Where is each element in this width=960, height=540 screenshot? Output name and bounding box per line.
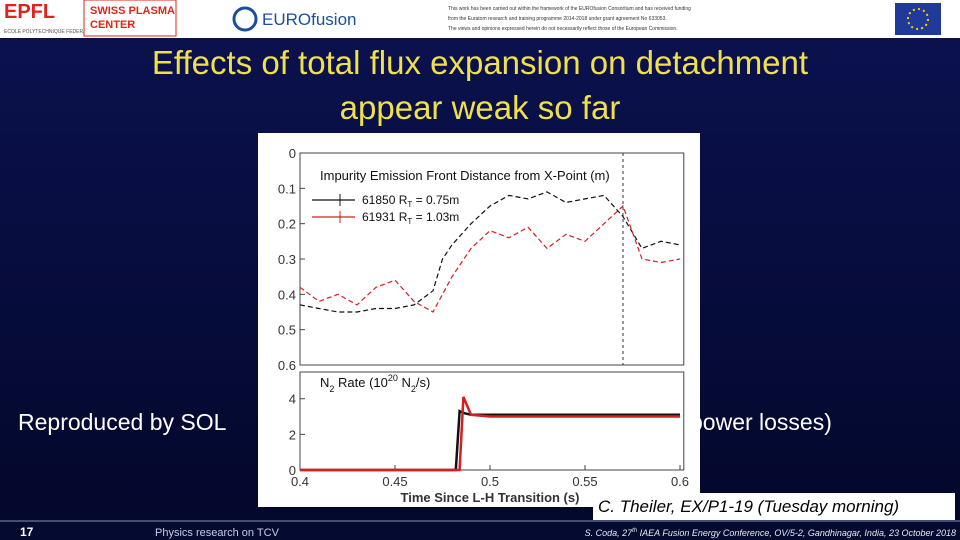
slide-title: appear weak so far (340, 89, 621, 126)
footer-text: Physics research on TCV (155, 527, 280, 539)
legend-label-part: T (407, 217, 412, 226)
body-text: power losses) (690, 409, 832, 435)
citation-part: IAEA Fusion Energy Conference, OV/5-2, G… (637, 528, 956, 538)
x-tick-label: 0.6 (671, 474, 689, 489)
series-line (299, 204, 681, 313)
eu-stars (907, 8, 929, 30)
legend-label-part: = 0.75m (412, 193, 459, 207)
title-part: N (320, 375, 329, 390)
disclaimer: This work has been carried out within th… (448, 6, 691, 12)
legend-label-part: 61850 R (362, 193, 408, 207)
y-tick-label: 0.5 (278, 323, 296, 338)
y-tick-label: 0.3 (278, 252, 296, 267)
legend-label-part: T (407, 200, 412, 209)
body-text: Reproduced by SOL (18, 409, 227, 435)
eu-flag (895, 3, 941, 35)
x-tick-label: 0.45 (382, 474, 407, 489)
logo-spc: SWISS PLASMA (90, 5, 175, 17)
title-part: /s) (416, 375, 430, 390)
y-tick-label: 2 (289, 427, 296, 442)
disclaimer: The views and opinions expressed herein … (448, 26, 678, 32)
panel-title: N2 Rate (1020 N2/s) (320, 373, 430, 394)
y-tick-label: 4 (289, 392, 296, 407)
figure: Impurity Emission Front Distance from X-… (258, 133, 700, 507)
page-number: 17 (20, 525, 34, 539)
x-axis-label: Time Since L-H Transition (s) (401, 490, 580, 505)
y-tick-label: 0.4 (278, 287, 296, 302)
x-tick-label: 0.5 (481, 474, 499, 489)
logo-epfl-sub: ECOLE POLYTECHNIQUE FEDERALE DE LAUSANNE (4, 29, 130, 35)
y-tick-label: 0 (289, 463, 296, 478)
y-tick-label: 0.2 (278, 217, 296, 232)
legend-label: 61931 RT = 1.03m (362, 210, 459, 226)
disclaimer: from the Euratom research and training p… (448, 16, 667, 22)
y-tick-label: 0.6 (278, 358, 296, 373)
citation: S. Coda, 27th IAEA Fusion Energy Confere… (585, 528, 956, 538)
y-tick-label: 0.1 (278, 181, 296, 196)
legend-label-part: 61931 R (362, 210, 408, 224)
logo-epfl: EPFL (4, 1, 55, 23)
logo-eurofusion: EUROfusion (262, 10, 356, 29)
title-part: N (398, 375, 411, 390)
panel-title: Impurity Emission Front Distance from X-… (320, 168, 610, 183)
footer-bar (0, 521, 960, 540)
logo-eurofusion-icon (232, 6, 258, 32)
figure-bg (258, 133, 700, 507)
series-line (300, 396, 680, 472)
plot-frame (299, 371, 685, 471)
caption-box (593, 493, 955, 520)
title-part: 20 (388, 373, 398, 383)
legend-label: 61850 RT = 0.75m (362, 193, 459, 209)
caption: C. Theiler, EX/P1-19 (Tuesday morning) (598, 497, 899, 516)
legend-label-part: = 1.03m (412, 210, 459, 224)
citation-part: th (632, 528, 638, 534)
series-line (299, 191, 681, 313)
logo-spc-box (83, 0, 177, 37)
title-part: 2 (411, 384, 416, 394)
x-tick-label: 0.55 (572, 474, 597, 489)
x-tick-label: 0.4 (291, 474, 309, 489)
slide-title: Effects of total flux expansion on detac… (152, 44, 808, 81)
logo-spc: CENTER (90, 19, 135, 31)
title-part: 2 (329, 384, 334, 394)
citation-part: S. Coda, 27 (585, 528, 634, 538)
y-tick-label: 0 (289, 146, 296, 161)
title-part: Rate (10 (334, 375, 387, 390)
